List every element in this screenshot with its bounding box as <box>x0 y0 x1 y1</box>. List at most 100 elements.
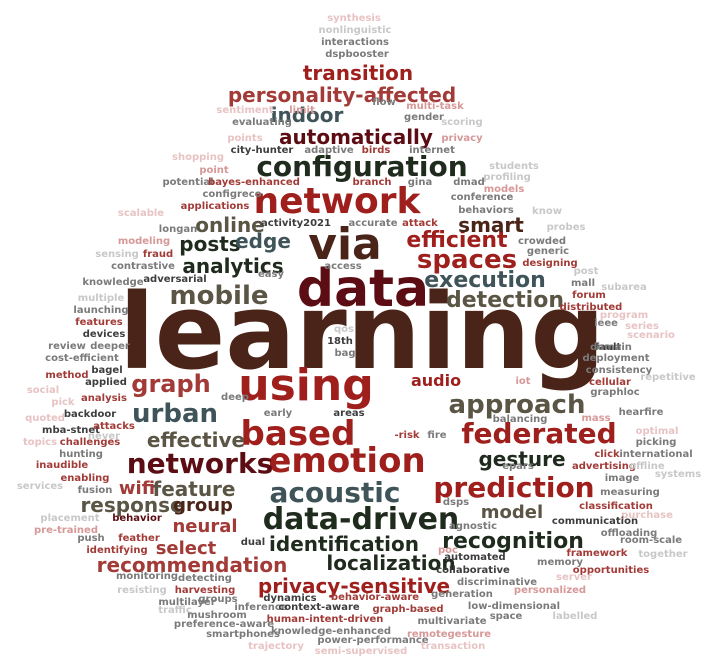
word-trajectory: trajectory <box>248 641 304 652</box>
word-purchase: purchase <box>621 510 673 521</box>
word-dynamics: dynamics <box>263 593 317 604</box>
word-room-scale: room-scale <box>619 535 683 546</box>
word-distributed: distributed <box>559 302 623 313</box>
word-detection: detection <box>446 288 564 313</box>
word-hunting: hunting <box>59 449 103 460</box>
word-adversarial: adversarial <box>143 274 207 285</box>
word-graph-based: graph-based <box>372 604 444 615</box>
word-multivariate: multivariate <box>417 616 487 627</box>
word-offline: offline <box>629 461 665 472</box>
word-flow: flow <box>372 97 396 108</box>
word-areas: areas <box>333 408 365 419</box>
word-power-performance: power-performance <box>317 635 429 646</box>
word-analytics: analytics <box>182 254 284 278</box>
word-review: review <box>48 341 86 352</box>
word-interactions: interactions <box>321 37 389 48</box>
word-attack: attack <box>402 218 438 229</box>
word-server: server <box>556 572 592 583</box>
word-post: post <box>573 266 599 277</box>
word-scalable: scalable <box>117 208 165 219</box>
word-picking: picking <box>635 437 677 448</box>
word-behavior-aware: behavior-aware <box>330 592 420 603</box>
word-approach: approach <box>448 390 586 420</box>
word-model: model <box>480 502 544 523</box>
word-repetitive: repetitive <box>640 372 696 383</box>
word-semi-supervised: semi-supervised <box>314 646 408 657</box>
word-click: click <box>594 449 620 460</box>
word-students: students <box>489 161 539 172</box>
word-analysis: analysis <box>81 393 127 404</box>
word-execution: execution <box>424 268 546 293</box>
word-method: method <box>45 370 89 381</box>
word-recommendation: recommendation <box>96 553 288 577</box>
word-accurate: accurate <box>348 218 398 229</box>
word-efficient: efficient <box>406 228 508 253</box>
word-indoor: indoor <box>270 103 344 127</box>
word-traffic: traffic <box>158 605 192 616</box>
word-internet: internet <box>409 145 455 156</box>
word-opportunities: opportunities <box>572 565 650 576</box>
word-enabling: enabling <box>60 473 110 484</box>
word-topics: topics <box>22 437 58 448</box>
word-posts: posts <box>179 232 241 256</box>
word-profiling: profiling <box>483 172 531 183</box>
word-deep: deep <box>221 392 249 403</box>
word-points: points <box>227 133 263 144</box>
word-never: never <box>87 431 121 442</box>
word-network: network <box>253 181 421 222</box>
word-response: response <box>80 493 184 517</box>
word-graphloc: graphloc <box>590 387 640 398</box>
word-feature: feature <box>152 477 236 501</box>
word-discriminative: discriminative <box>456 577 538 588</box>
word-deeper: deeper <box>90 341 130 352</box>
word-context-aware: context-aware <box>278 602 360 613</box>
word-transaction: transaction <box>420 641 486 652</box>
word-forum: forum <box>572 290 606 301</box>
word-applications: applications <box>180 201 250 212</box>
word-collaborative: collaborative <box>436 565 510 576</box>
word-longan: longan <box>158 224 198 235</box>
word-communication: communication <box>551 516 639 527</box>
word-fraud: fraud <box>142 249 174 260</box>
word-knowledge-enhanced: knowledge-enhanced <box>270 626 392 637</box>
word-transition: transition <box>302 61 414 85</box>
word-fusion: fusion <box>77 485 113 496</box>
word-neural: neural <box>172 516 238 537</box>
word-federated: federated <box>461 417 617 450</box>
word-models: models <box>483 184 525 195</box>
word-activity2021: activity2021 <box>261 218 331 229</box>
word-using: using <box>238 360 374 411</box>
word-bag: bag <box>334 348 356 359</box>
word-generic: generic <box>526 246 570 257</box>
word-inaudible: inaudible <box>35 460 89 471</box>
word-behaviors: behaviors <box>458 205 514 216</box>
word-designing: designing <box>522 258 578 269</box>
word-nonlinguistic: nonlinguistic <box>318 25 392 36</box>
word-bagel: bagel <box>91 365 123 376</box>
word-acoustic: acoustic <box>269 476 401 509</box>
word-dual: dual <box>240 537 266 548</box>
word-recognition: recognition <box>442 529 584 554</box>
word-inference: inference <box>234 602 288 613</box>
word-balancing: balancing <box>492 414 548 425</box>
word-pick: pick <box>51 397 75 408</box>
word-scenario: scenario <box>627 330 675 341</box>
word-space: space <box>489 611 523 622</box>
word-urban: urban <box>132 399 218 429</box>
word-dspbooster: dspbooster <box>325 49 389 60</box>
word-gesture: gesture <box>478 447 566 471</box>
word-international: international <box>619 449 693 460</box>
word-challenges: challenges <box>59 437 121 448</box>
word-conference: conference <box>450 192 514 203</box>
word-modeling: modeling <box>117 236 171 247</box>
word-behavior: behavior <box>112 513 162 524</box>
word-consistency: consistency <box>585 365 653 376</box>
word-offloading: offloading <box>600 528 658 539</box>
word-epars: epars <box>502 461 534 472</box>
word-measuring: measuring <box>600 487 660 498</box>
word-identification: identification <box>269 532 419 556</box>
word-personalized: personalized <box>513 585 587 596</box>
word-cellular: cellular <box>589 377 631 388</box>
word-privacy-sensitive: privacy-sensitive <box>257 574 451 598</box>
